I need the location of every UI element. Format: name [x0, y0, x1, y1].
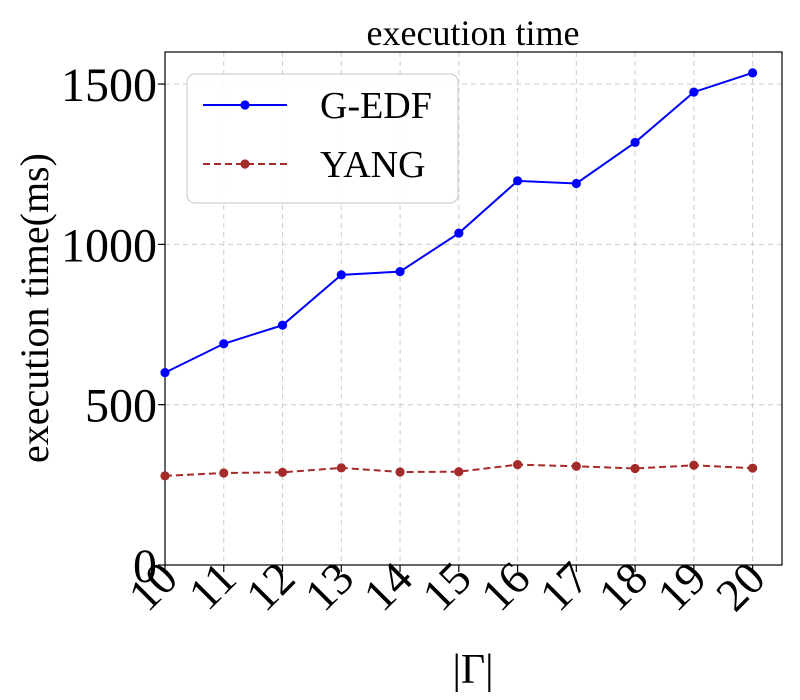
y-tick-label: 1500 — [61, 59, 157, 112]
y-tick-label: 1000 — [61, 219, 157, 272]
data-point-yang — [454, 467, 464, 477]
data-point-yang — [160, 471, 170, 481]
data-point-g-edf — [336, 270, 346, 280]
data-point-g-edf — [571, 178, 581, 189]
data-point-yang — [395, 467, 405, 477]
x-tick-label: 17 — [530, 552, 599, 621]
data-point-g-edf — [277, 320, 288, 330]
data-point-g-edf — [689, 87, 699, 97]
data-point-g-edf — [395, 267, 405, 277]
legend-marker-yang — [240, 159, 250, 169]
series-line-yang — [164, 463, 753, 477]
data-point-g-edf — [630, 137, 640, 148]
x-tick-label: 14 — [354, 552, 423, 621]
data-point-g-edf — [512, 176, 523, 186]
x-tick-label: 18 — [589, 552, 658, 621]
x-axis-label: |Γ| — [452, 647, 493, 693]
x-tick-label: 16 — [471, 552, 540, 621]
data-point-yang — [512, 460, 523, 470]
legend: G-EDF YANG — [186, 73, 459, 204]
legend-box — [186, 73, 459, 204]
x-tick-label: 19 — [647, 552, 716, 621]
y-axis-label: execution time(ms) — [12, 153, 57, 463]
data-point-yang — [748, 463, 758, 473]
y-tick-label: 500 — [85, 380, 157, 433]
series-layer — [160, 68, 758, 481]
x-tick-label: 10 — [118, 552, 187, 621]
plot-frame — [164, 51, 783, 566]
x-tick-label: 11 — [178, 552, 245, 619]
chart-title: execution time — [367, 13, 580, 53]
x-tick-label: 13 — [295, 552, 364, 621]
legend-marker-g-edf — [240, 100, 250, 110]
legend-label-yang: YANG — [320, 144, 426, 186]
legend-label-g-edf: G-EDF — [320, 85, 432, 127]
data-point-yang — [571, 461, 581, 471]
data-point-yang — [336, 463, 346, 473]
data-point-yang — [689, 460, 699, 470]
y-axis-ticks: 0 500 1000 1500 — [61, 59, 165, 593]
x-tick-label: 15 — [412, 552, 481, 621]
data-point-yang — [277, 467, 288, 477]
data-point-g-edf — [219, 339, 229, 349]
data-point-g-edf — [748, 68, 758, 78]
data-point-g-edf — [454, 228, 464, 238]
data-point-yang — [219, 468, 229, 478]
x-tick-label: 20 — [706, 552, 775, 621]
data-point-g-edf — [160, 368, 170, 378]
y-tick-label: 0 — [133, 540, 157, 593]
data-point-yang — [630, 463, 640, 474]
x-tick-label: 12 — [236, 552, 305, 621]
